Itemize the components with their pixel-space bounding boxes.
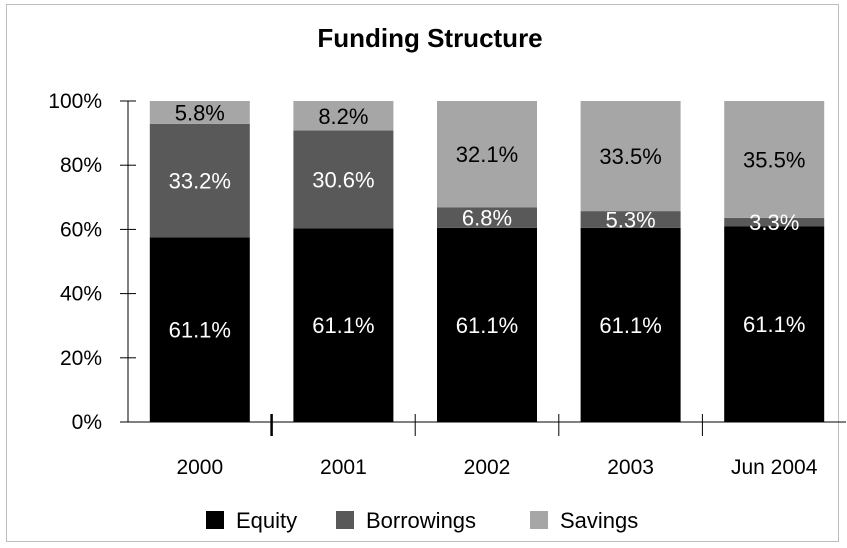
y-tick-label: 80% bbox=[60, 154, 102, 177]
bar-segment-equity bbox=[149, 237, 250, 422]
y-tick-label: 20% bbox=[60, 347, 102, 370]
bar-segment-borrowings bbox=[293, 130, 394, 229]
bar-segment-savings bbox=[293, 101, 394, 131]
y-tick-label: 60% bbox=[60, 218, 102, 241]
data-label: 3.3% bbox=[749, 210, 799, 235]
data-label: 61.1% bbox=[312, 313, 374, 338]
bar-segment-borrowings bbox=[724, 217, 825, 227]
data-label: 61.1% bbox=[456, 313, 518, 338]
y-tick-label: 0% bbox=[72, 411, 102, 434]
x-tick-label: Jun 2004 bbox=[731, 456, 818, 479]
chart-frame bbox=[6, 4, 839, 542]
bar-segment-savings bbox=[149, 101, 250, 124]
bar-segment-equity bbox=[437, 227, 537, 422]
legend-label: Savings bbox=[560, 508, 638, 533]
bar-segment-borrowings bbox=[149, 123, 250, 238]
legend-label: Equity bbox=[236, 508, 297, 533]
y-tick-label: 40% bbox=[60, 283, 102, 306]
data-label: 61.1% bbox=[743, 312, 805, 337]
legend-swatch-savings bbox=[530, 511, 548, 529]
bar-segment-savings bbox=[580, 101, 681, 212]
x-tick-label: 2003 bbox=[607, 456, 654, 479]
y-tick-label: 100% bbox=[48, 90, 102, 113]
data-label: 61.1% bbox=[169, 318, 231, 343]
data-label: 32.1% bbox=[456, 142, 518, 167]
data-label: 35.5% bbox=[743, 147, 805, 172]
legend-swatch-borrowings bbox=[336, 511, 354, 529]
legend-swatch-equity bbox=[206, 511, 224, 529]
bar-segment-borrowings bbox=[580, 211, 681, 228]
data-label: 33.2% bbox=[169, 169, 231, 194]
bar-segment-savings bbox=[724, 101, 825, 218]
bar-segment-borrowings bbox=[437, 207, 537, 228]
x-tick-label: 2002 bbox=[464, 456, 511, 479]
x-tick-label: 2000 bbox=[176, 456, 223, 479]
data-label: 5.8% bbox=[175, 100, 225, 125]
data-label-layer: 61.1% 33.2% 5.8% 61.1% 30.6% 8.2% 61.1% 6.8% 32.… bbox=[169, 100, 806, 342]
data-label: 33.5% bbox=[599, 144, 661, 169]
bar-layer bbox=[149, 101, 825, 422]
data-label: 5.3% bbox=[606, 207, 656, 232]
data-label: 8.2% bbox=[318, 104, 368, 129]
data-label: 61.1% bbox=[599, 313, 661, 338]
data-label: 30.6% bbox=[312, 167, 374, 192]
bar-segment-equity bbox=[580, 227, 681, 422]
bar-segment-savings bbox=[437, 101, 537, 208]
data-label: 6.8% bbox=[462, 206, 512, 231]
bar-segment-equity bbox=[293, 228, 394, 422]
legend-label: Borrowings bbox=[366, 508, 476, 533]
chart-title: Funding Structure bbox=[317, 23, 542, 53]
x-tick-label: 2001 bbox=[320, 456, 367, 479]
legend: Equity Borrowings Savings bbox=[206, 508, 638, 533]
bar-segment-equity bbox=[724, 226, 825, 422]
